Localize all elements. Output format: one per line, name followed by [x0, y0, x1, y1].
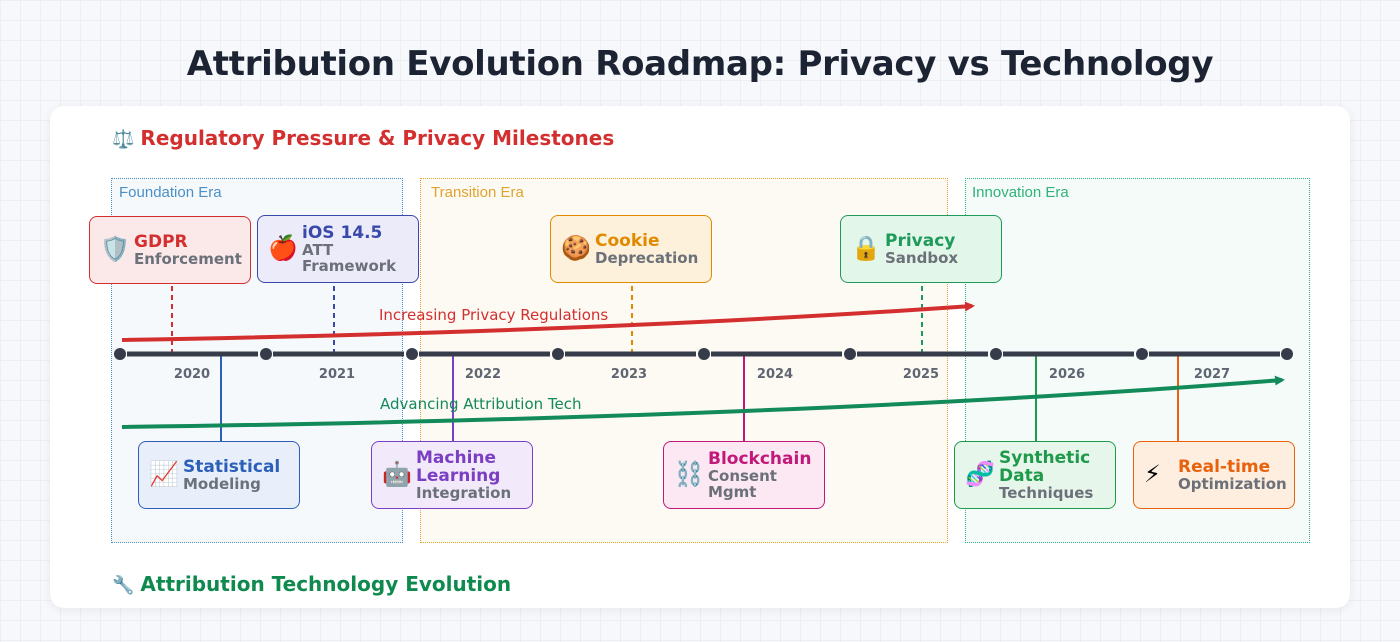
chain-icon: ⛓️ — [674, 461, 704, 488]
year-label: 2023 — [611, 367, 647, 382]
milestone-title: iOS 14.5 — [302, 223, 383, 243]
dna-icon: 🧬 — [965, 461, 995, 488]
shield-icon: 🛡️ — [100, 236, 130, 263]
tech-section-label: Attribution Technology Evolution — [140, 572, 512, 596]
tech-title: Statistical — [183, 457, 281, 477]
page-title: Attribution Evolution Roadmap: Privacy v… — [186, 44, 1214, 84]
tech-title: Machine Learning — [416, 448, 501, 486]
chart-increasing-icon: 📈 — [149, 461, 179, 488]
scales-icon: ⚖️ — [112, 129, 135, 150]
realtime-optimization-tech: ⚡ Real-time Optimization — [1133, 441, 1295, 509]
era-transition-label: Transition Era — [431, 184, 524, 201]
cookie-icon: 🍪 — [561, 235, 591, 262]
tech-subtitle: Optimization — [1178, 475, 1287, 493]
timeline-axis — [114, 348, 1293, 360]
robot-icon: 🤖 — [382, 461, 412, 488]
year-label: 2027 — [1194, 367, 1230, 382]
tech-title: Synthetic Data — [999, 448, 1091, 486]
year-label: 2022 — [465, 367, 501, 382]
era-innovation-label: Innovation Era — [972, 184, 1069, 201]
year-label: 2026 — [1049, 367, 1085, 382]
milestone-title: Cookie — [595, 231, 660, 251]
milestone-title: GDPR — [134, 232, 188, 252]
privacy-sandbox-milestone: 🔒 Privacy Sandbox — [840, 215, 1002, 283]
cookie-deprecation-milestone: 🍪 Cookie Deprecation — [550, 215, 712, 283]
tech-title: Blockchain — [708, 449, 812, 469]
era-foundation-label: Foundation Era — [119, 184, 222, 201]
tech-subtitle: Techniques — [999, 484, 1094, 502]
ios-att-milestone: 🍎 iOS 14.5 ATT Framework — [257, 215, 419, 283]
privacy-section-label: Regulatory Pressure & Privacy Milestones — [140, 126, 615, 150]
privacy-trend-arrow — [121, 301, 975, 342]
milestone-subtitle: ATT Framework — [302, 241, 397, 275]
privacy-section-heading: ⚖️ Regulatory Pressure & Privacy Mileston… — [112, 126, 614, 150]
year-label: 2024 — [757, 367, 793, 382]
tech-subtitle: Consent Mgmt — [708, 467, 777, 501]
tech-trend-label: Advancing Attribution Tech — [380, 395, 582, 413]
year-label: 2021 — [319, 367, 355, 382]
synthetic-data-tech: 🧬 Synthetic Data Techniques — [954, 441, 1116, 509]
machine-learning-tech: 🤖 Machine Learning Integration — [371, 441, 533, 509]
privacy-trend-label: Increasing Privacy Regulations — [379, 306, 608, 324]
apple-icon: 🍎 — [268, 235, 298, 262]
milestone-subtitle: Deprecation — [595, 249, 699, 267]
year-label: 2020 — [174, 367, 210, 382]
statistical-modeling-tech: 📈 Statistical Modeling — [138, 441, 300, 509]
tech-subtitle: Modeling — [183, 475, 261, 493]
tech-trend-arrow — [121, 375, 1285, 429]
wrench-icon: 🔧 — [112, 575, 135, 596]
milestone-title: Privacy — [885, 231, 956, 251]
blockchain-tech: ⛓️ Blockchain Consent Mgmt — [663, 441, 825, 509]
milestone-subtitle: Enforcement — [134, 250, 242, 268]
tech-section-heading: 🔧 Attribution Technology Evolution — [112, 572, 511, 596]
milestone-subtitle: Sandbox — [885, 249, 959, 267]
gdpr-milestone: 🛡️ GDPR Enforcement — [89, 216, 251, 284]
year-label: 2025 — [903, 367, 939, 382]
lock-icon: 🔒 — [851, 235, 881, 262]
tech-title: Real-time — [1178, 457, 1271, 477]
lightning-icon: ⚡ — [1144, 461, 1161, 488]
tech-subtitle: Integration — [416, 484, 512, 502]
